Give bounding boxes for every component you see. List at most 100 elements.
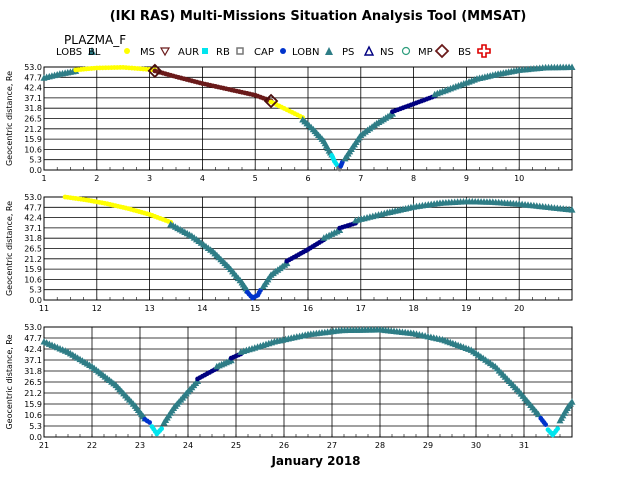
data-point-cap (543, 422, 548, 427)
y-tick-label: 37.1 (24, 94, 42, 103)
x-tick-label: 26 (279, 441, 289, 450)
y-tick-label: 53.0 (24, 63, 42, 72)
x-axis-label: January 2018 (270, 454, 360, 468)
legend-marker-lobn (325, 47, 333, 55)
series-cap (338, 159, 345, 169)
marker-mp (263, 93, 279, 109)
legend-marker-rb (236, 47, 244, 55)
x-tick-label: 12 (92, 304, 102, 313)
y-tick-label: 53.0 (24, 193, 42, 202)
series-cap (244, 287, 263, 301)
y-tick-label: 26.5 (24, 245, 42, 254)
panel-2: 0.05.3 10.615.921.226.5 31.837.142.4 47.753… (5, 193, 576, 313)
y-tick-label: 26.5 (24, 378, 42, 387)
y-axis-label: Geocentric distance, Re (5, 201, 14, 296)
y-tick-label: 47.7 (24, 73, 42, 82)
x-tick-label: 8 (411, 174, 416, 183)
series-lobn (160, 377, 202, 426)
legend-label-lobn: LOBN (292, 47, 319, 58)
series-aur (545, 426, 560, 438)
x-tick-label: 25 (231, 441, 241, 450)
series-ps (284, 237, 327, 264)
series-cap (538, 415, 548, 427)
y-tick-label: 15.9 (24, 135, 42, 144)
series-lobn (259, 259, 291, 290)
series-lobn (213, 356, 235, 370)
y-tick-label: 15.9 (24, 400, 42, 409)
mission-name: PLAZMA_F (64, 33, 126, 47)
data-point-lobn (568, 206, 576, 213)
x-tick-label: 3 (147, 174, 152, 183)
y-tick-label: 0.0 (29, 433, 42, 442)
legend-label-bl: BL (88, 47, 101, 58)
x-tick-label: 27 (327, 441, 337, 450)
plot-frame (43, 196, 573, 301)
x-tick-label: 18 (409, 304, 419, 313)
data-point-lobn (534, 410, 542, 418)
x-tick-label: 22 (87, 441, 97, 450)
x-tick-label: 30 (471, 441, 481, 450)
x-tick-label: 20 (514, 304, 524, 313)
y-tick-label: 42.4 (24, 84, 42, 93)
y-tick-label: 31.8 (24, 367, 42, 376)
x-tick-label: 13 (145, 304, 155, 313)
series-lobs (167, 220, 251, 294)
data-point-lobn (568, 398, 576, 405)
y-tick-label: 31.8 (24, 234, 42, 243)
x-tick-label: 6 (305, 174, 310, 183)
legend-label-bs: BS (458, 47, 471, 58)
series-lobn (556, 398, 576, 424)
series-bl (73, 64, 158, 73)
x-tick-label: 17 (356, 304, 366, 313)
panel-3: 0.0 5.3 10.6 15.9 21.2 26.5 31.8 37.1 42.4 47.7 53… (5, 323, 576, 450)
legend-label-lobs: LOBS (56, 47, 82, 58)
legend-marker-bs (477, 44, 491, 58)
panel-1: 0.05.310.615.921.226.531.837.142.447.753… (5, 63, 576, 183)
legend-label-aur: AUR (178, 47, 199, 58)
y-tick-label: 0.0 (29, 296, 42, 305)
series-lobs (40, 67, 80, 81)
y-tick-label: 21.2 (24, 389, 42, 398)
series-bl (62, 194, 174, 225)
y-tick-label: 10.6 (24, 145, 42, 154)
data-point-lobn (568, 63, 576, 70)
y-tick-label: 53.0 (24, 323, 42, 332)
x-tick-label: 21 (39, 441, 49, 450)
legend-label-mp: MP (418, 47, 433, 58)
y-tick-label: 21.2 (24, 125, 42, 134)
y-tick-label: 37.1 (24, 224, 42, 233)
legend-marker-ms (159, 47, 171, 57)
legend: LOBS BL MS AUR RB CAP LOBN PS NS MP BS (56, 43, 491, 59)
x-tick-label: 4 (200, 174, 205, 183)
series-lobn (352, 197, 576, 224)
x-tick-label: 28 (375, 441, 385, 450)
x-tick-label: 2 (94, 174, 99, 183)
y-tick-label: 5.3 (29, 422, 42, 431)
series-ps (228, 351, 244, 361)
y-tick-label: 0.0 (29, 166, 42, 175)
legend-marker-aur (202, 48, 208, 54)
x-tick-label: 7 (358, 174, 363, 183)
y-tick-label: 47.7 (24, 334, 42, 343)
y-tick-label: 37.1 (24, 356, 42, 365)
x-tick-label: 1 (41, 174, 46, 183)
series-lobs (40, 338, 149, 422)
x-tick-label: 14 (197, 304, 207, 313)
y-tick-label: 42.4 (24, 345, 42, 354)
legend-label-ns: NS (380, 47, 394, 58)
x-tick-label: 11 (39, 304, 49, 313)
series-cap (142, 416, 153, 425)
series-ms (152, 68, 274, 104)
plot-frame (43, 326, 573, 438)
series-ps (195, 366, 220, 382)
x-tick-label: 5 (253, 174, 258, 183)
y-tick-label: 26.5 (24, 115, 42, 124)
data-point-cap (147, 420, 153, 425)
series-lobs (299, 115, 336, 158)
x-tick-label: 10 (514, 174, 524, 183)
series-lobn (341, 110, 396, 162)
figure-title: (IKI RAS) Multi-Missions Situation Analy… (110, 9, 527, 24)
y-tick-label: 5.3 (29, 286, 42, 295)
legend-marker-ps (363, 45, 375, 56)
data-point-aur (555, 426, 560, 432)
